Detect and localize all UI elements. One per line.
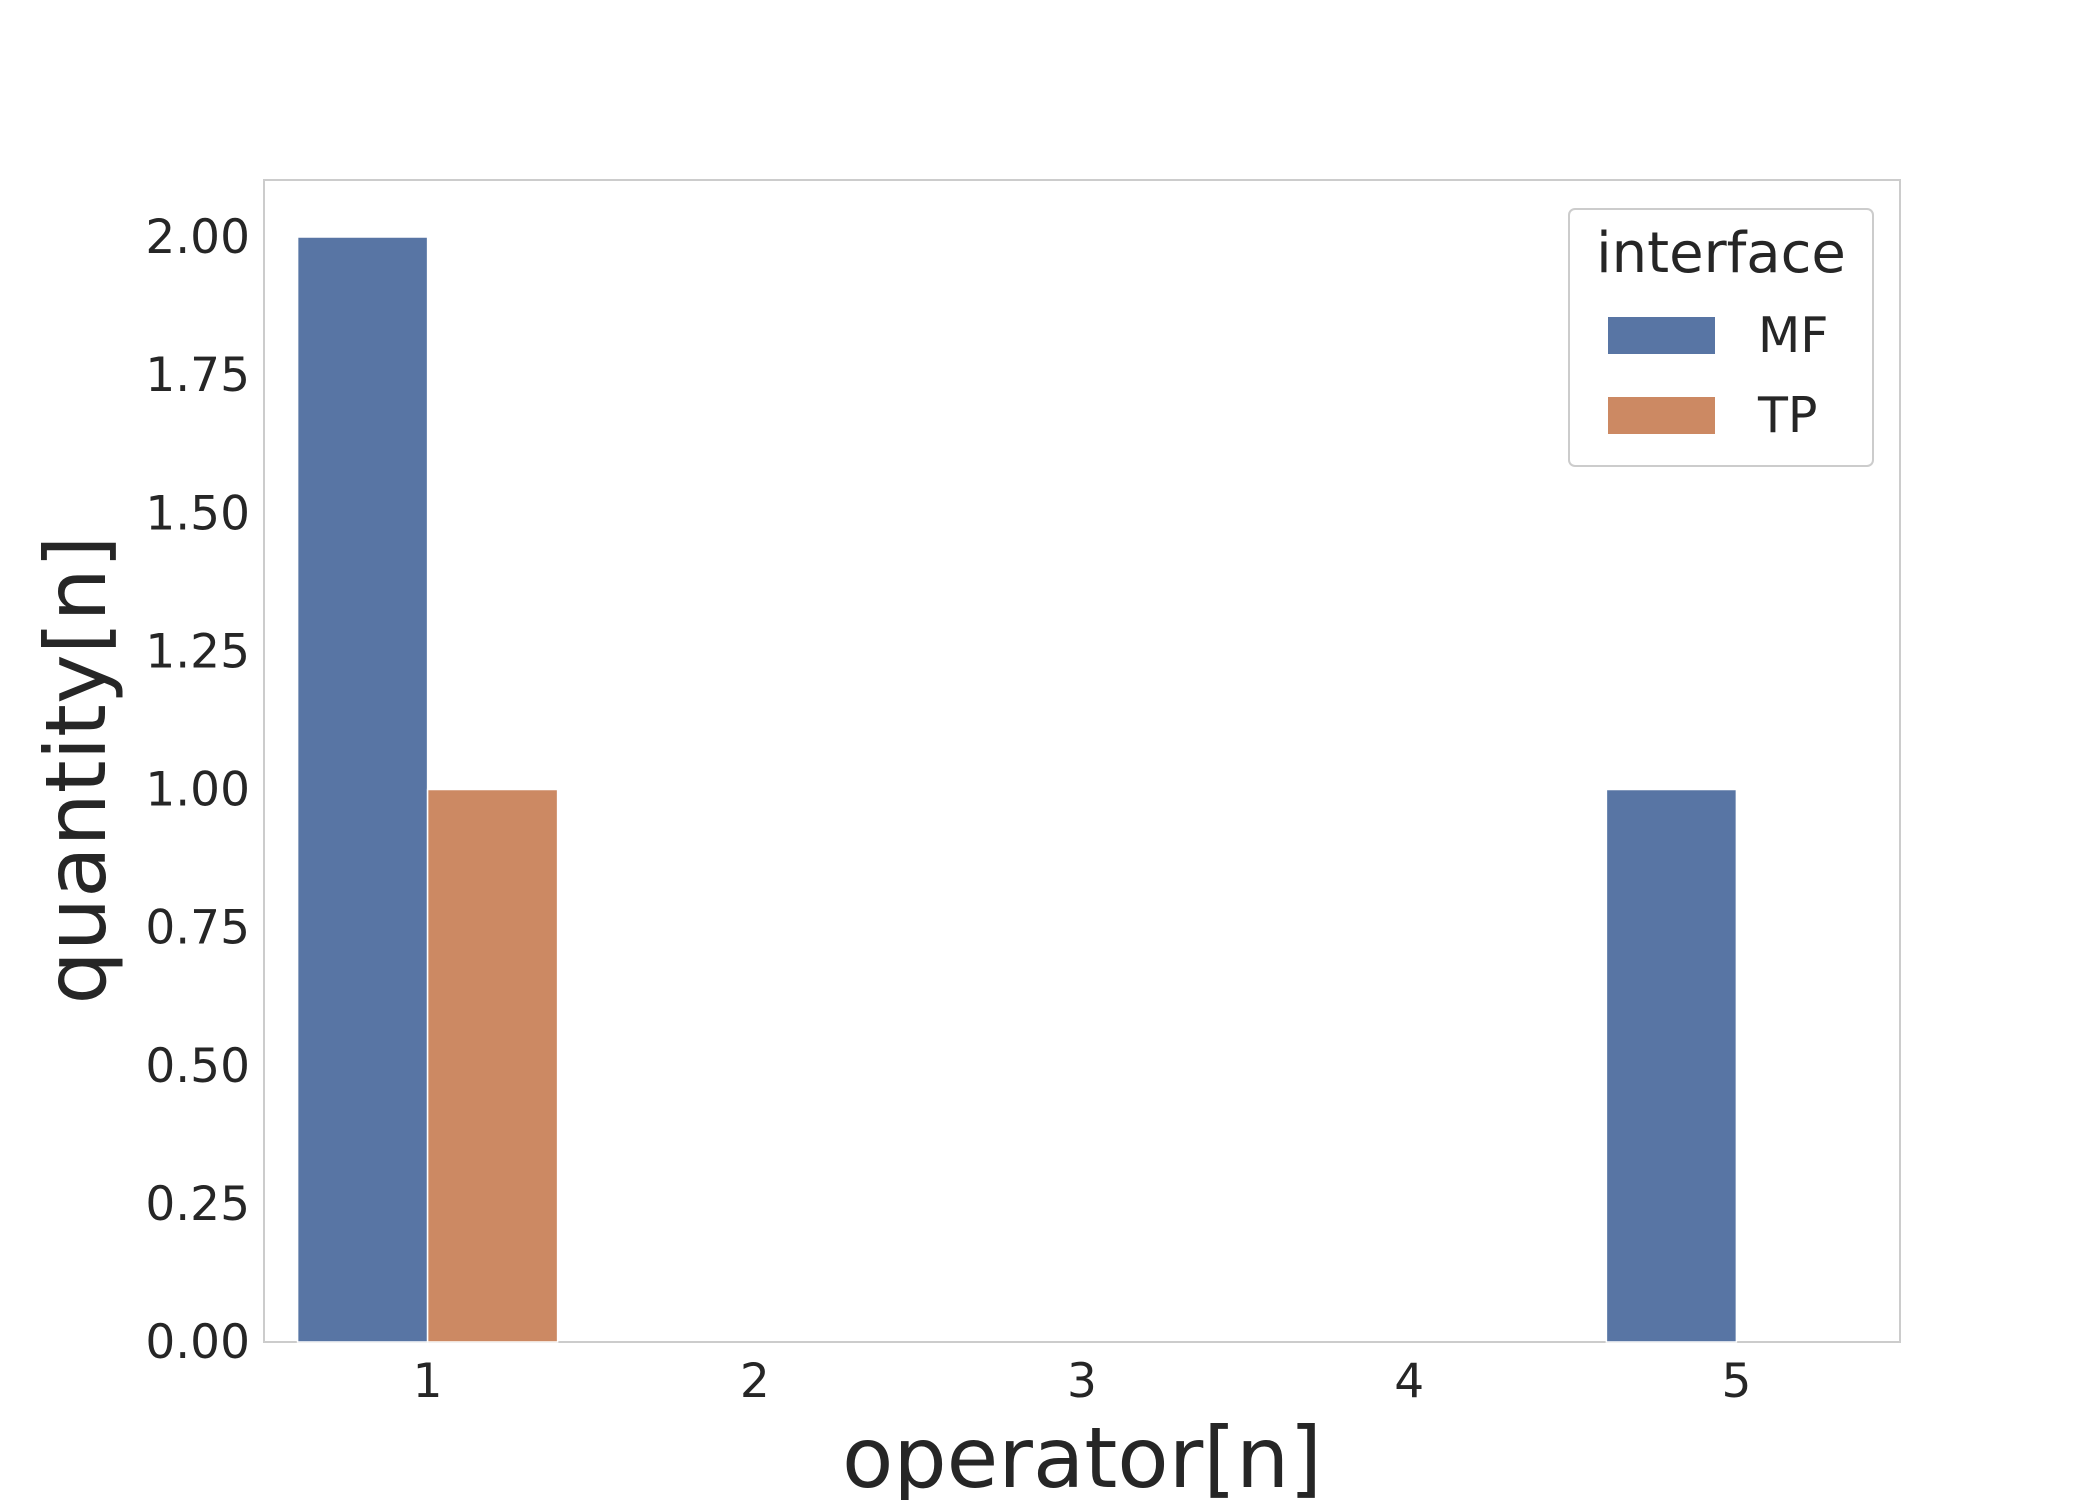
legend: interface MF TP [1568,208,1874,467]
y-axis-title: quantity[n] [27,536,125,1005]
x-tick-label: 2 [740,1354,770,1409]
bar-mf-1 [296,236,429,1343]
legend-label-tp: TP [1757,387,1817,444]
x-tick-label: 3 [1067,1354,1097,1409]
legend-label-mf: MF [1758,307,1828,364]
x-tick-label: 5 [1721,1354,1751,1409]
y-tick-label: 1.25 [145,624,250,679]
y-tick-label: 0.50 [145,1039,250,1094]
legend-title: interface [1596,221,1846,286]
y-tick-label: 0.75 [145,901,250,956]
x-tick-label: 4 [1394,1354,1424,1409]
x-tick-labels: 1 2 3 4 5 [413,1354,1752,1409]
bar-tp-1 [426,788,559,1343]
legend-swatch-mf [1608,317,1715,354]
bars [296,236,1738,1343]
legend-swatch-tp [1608,397,1715,434]
y-tick-label: 1.75 [145,348,250,403]
y-tick-labels: 0.00 0.25 0.50 0.75 1.00 1.25 1.50 1.75 2.00 [145,210,250,1370]
x-axis-title: operator[n] [842,1409,1322,1500]
y-tick-label: 2.00 [145,210,250,265]
x-tick-label: 1 [413,1354,443,1409]
y-tick-label: 1.00 [145,763,250,818]
y-tick-label: 0.00 [145,1315,250,1370]
y-tick-label: 1.50 [145,486,250,541]
bar-mf-5 [1605,788,1738,1343]
y-tick-label: 0.25 [145,1177,250,1232]
